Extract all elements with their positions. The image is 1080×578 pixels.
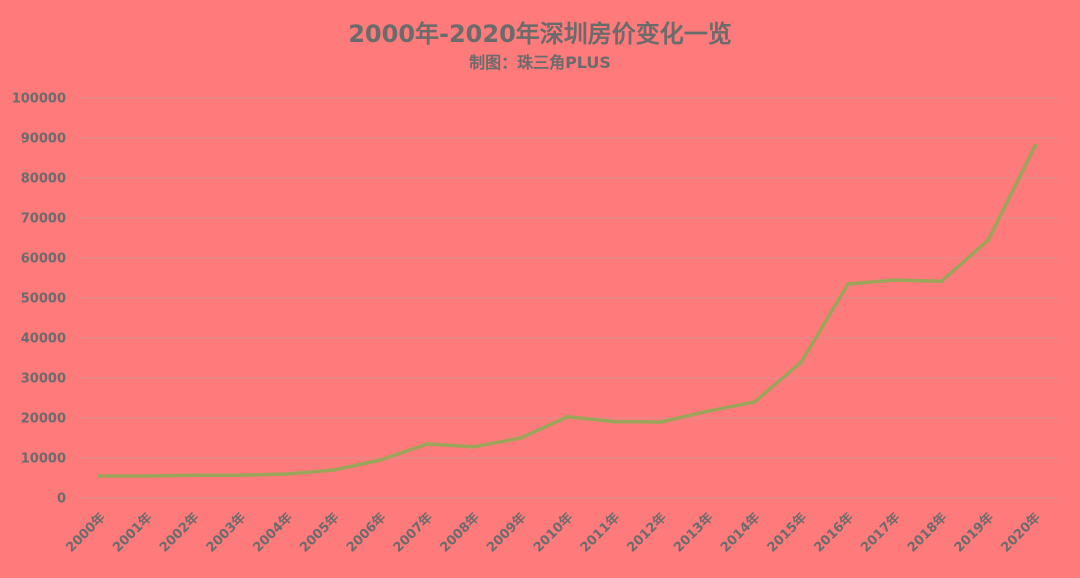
y-tick-label: 60000 (21, 252, 66, 267)
data-point (939, 279, 944, 284)
y-tick-label: 40000 (21, 332, 66, 347)
data-point (846, 282, 850, 286)
data-point (518, 436, 523, 440)
data-point (659, 420, 663, 424)
x-tick-label: 2000年 (63, 510, 109, 556)
data-point (425, 442, 430, 446)
x-tick-label: 2020年 (998, 510, 1044, 556)
chart-title: 2000年-2020年深圳房价变化一览 (348, 20, 732, 48)
data-point (378, 458, 383, 462)
x-tick-label: 2013年 (670, 510, 716, 556)
data-point (705, 409, 710, 414)
x-tick-label: 2003年 (203, 510, 249, 556)
data-point (472, 444, 476, 449)
data-point (752, 400, 757, 404)
x-tick-label: 2019年 (951, 510, 997, 556)
x-tick-label: 2007年 (390, 510, 436, 556)
y-tick-label: 20000 (21, 412, 66, 427)
data-point (1033, 144, 1037, 148)
x-tick-label: 2009年 (483, 510, 529, 556)
x-tick-label: 2008年 (437, 510, 483, 556)
x-tick-label: 2016年 (811, 510, 857, 556)
y-tick-label: 90000 (21, 132, 66, 147)
series-layer (98, 144, 1037, 478)
x-tick-label: 2005年 (296, 510, 342, 556)
x-tick-label: 2014年 (717, 510, 763, 556)
x-tick-label: 2010年 (530, 510, 576, 556)
x-tick-label: 2002年 (156, 510, 202, 556)
series-line (98, 144, 1037, 478)
x-tick-label: 2004年 (250, 510, 296, 556)
y-tick-label: 10000 (21, 452, 66, 467)
data-point (98, 474, 102, 478)
data-point (565, 414, 570, 419)
chart-subtitle: 制图：珠三角PLUS (469, 53, 611, 72)
y-tick-label: 70000 (21, 212, 66, 227)
x-tick-label: 2018年 (904, 510, 950, 556)
y-tick-label: 50000 (21, 292, 66, 307)
y-axis-tick-labels: 0 10000 20000 30000 40000 50000 60000 70000 8000… (12, 92, 66, 507)
data-point (191, 473, 196, 478)
data-point (892, 278, 897, 282)
data-point (144, 474, 149, 478)
y-tick-label: 100000 (12, 92, 66, 107)
gridlines (77, 97, 1058, 499)
x-tick-label: 2001年 (109, 510, 155, 556)
data-point (612, 419, 617, 424)
data-point (986, 238, 991, 242)
x-tick-label: 2015年 (764, 510, 810, 556)
y-tick-label: 80000 (21, 172, 66, 187)
y-tick-label: 30000 (21, 372, 66, 387)
y-tick-label: 0 (57, 492, 66, 507)
data-point (331, 468, 336, 472)
x-tick-label: 2011年 (577, 510, 623, 556)
x-tick-label: 2017年 (857, 510, 903, 556)
data-point (238, 473, 243, 478)
data-point (285, 472, 289, 476)
x-tick-label: 2006年 (343, 510, 389, 556)
x-axis-tick-labels: 2000年 2001年 2002年 2003年 2004年 2005年 2006年 2007年… (63, 510, 1044, 556)
data-point (799, 360, 804, 364)
x-tick-label: 2012年 (624, 510, 670, 556)
